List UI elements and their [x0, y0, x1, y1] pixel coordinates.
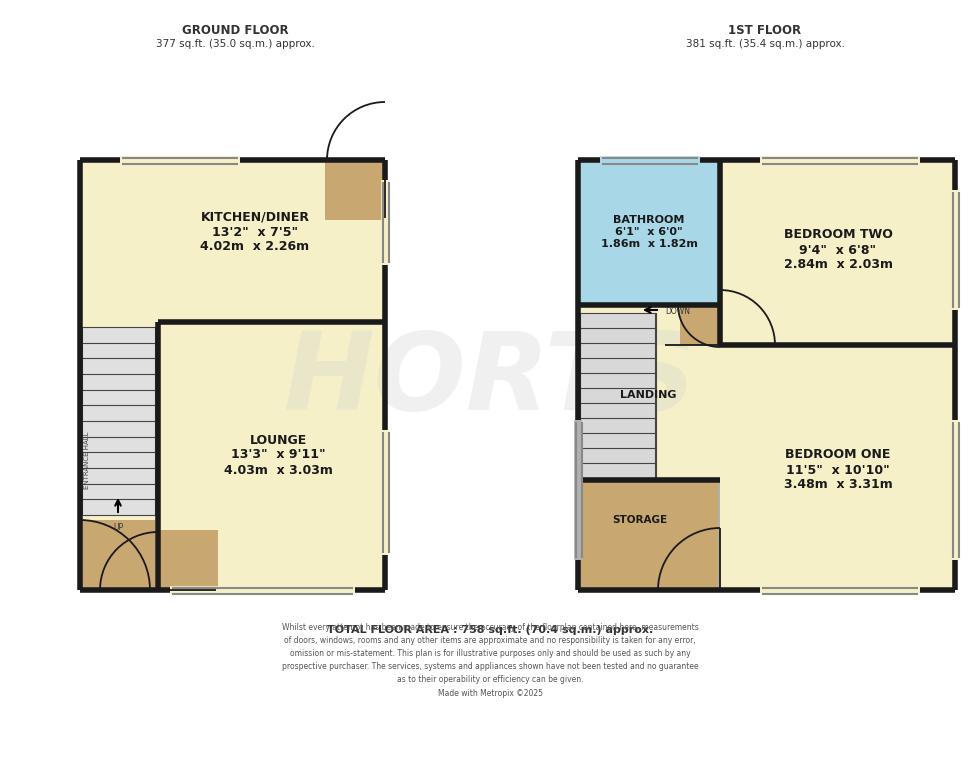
Text: BEDROOM TWO
9'4"  x 6'8"
2.84m  x 2.03m: BEDROOM TWO 9'4" x 6'8" 2.84m x 2.03m	[783, 229, 893, 271]
Bar	[80, 520, 155, 590]
Bar	[578, 305, 720, 480]
Text: GROUND FLOOR: GROUND FLOOR	[181, 24, 288, 36]
Text: 377 sq.ft. (35.0 sq.m.) approx.: 377 sq.ft. (35.0 sq.m.) approx.	[156, 39, 315, 49]
Text: 1ST FLOOR: 1ST FLOOR	[728, 24, 802, 36]
Bar	[158, 322, 385, 590]
Text: TOTAL FLOOR AREA : 758 sq.ft. (70.4 sq.m.) approx.: TOTAL FLOOR AREA : 758 sq.ft. (70.4 sq.m…	[327, 625, 653, 635]
Text: UP: UP	[113, 523, 123, 532]
Text: LOUNGE
13'3"  x 9'11"
4.03m  x 3.03m: LOUNGE 13'3" x 9'11" 4.03m x 3.03m	[223, 433, 332, 477]
Text: 381 sq.ft. (35.4 sq.m.) approx.: 381 sq.ft. (35.4 sq.m.) approx.	[685, 39, 845, 49]
Bar	[720, 345, 955, 590]
Bar	[680, 305, 720, 345]
Bar	[80, 322, 158, 590]
Bar	[80, 160, 385, 322]
Bar	[82, 327, 156, 515]
Bar	[720, 160, 955, 345]
Bar	[580, 480, 718, 588]
Text: HORTS: HORTS	[283, 327, 697, 433]
Bar	[580, 313, 656, 478]
Text: STORAGE: STORAGE	[612, 515, 667, 525]
Text: KITCHEN/DINER
13'2"  x 7'5"
4.02m  x 2.26m: KITCHEN/DINER 13'2" x 7'5" 4.02m x 2.26m	[201, 211, 310, 254]
Text: DOWN: DOWN	[665, 306, 690, 315]
Bar	[325, 160, 385, 220]
Bar	[578, 480, 720, 590]
Text: BEDROOM ONE
11'5"  x 10'10"
3.48m  x 3.31m: BEDROOM ONE 11'5" x 10'10" 3.48m x 3.31m	[784, 448, 893, 492]
Text: Whilst every attempt has been made to ensure the accuracy of the floorplan conta: Whilst every attempt has been made to en…	[281, 622, 699, 698]
Bar	[578, 160, 720, 305]
Bar	[158, 530, 218, 588]
Text: LANDING: LANDING	[619, 390, 676, 400]
Text: ENTRANCE HALL: ENTRANCE HALL	[84, 431, 90, 489]
Text: BATHROOM
6'1"  x 6'0"
1.86m  x 1.82m: BATHROOM 6'1" x 6'0" 1.86m x 1.82m	[601, 215, 698, 249]
